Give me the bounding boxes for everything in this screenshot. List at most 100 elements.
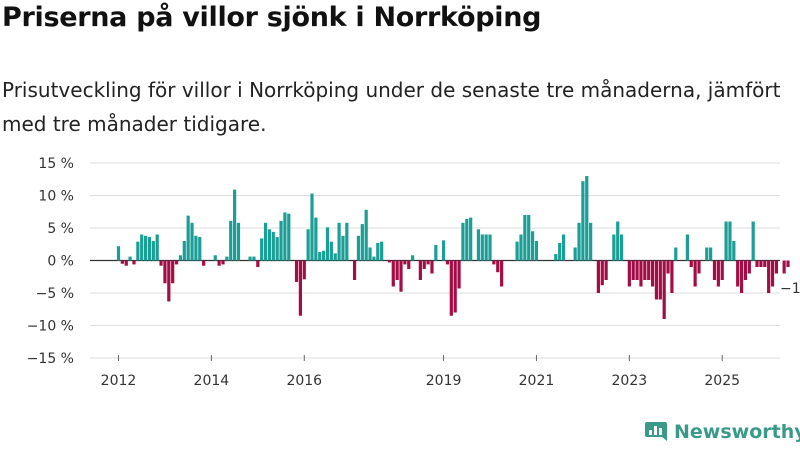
y-tick-label: 5 %	[47, 221, 74, 237]
bar	[171, 260, 175, 284]
annotations: −1 %	[780, 281, 800, 297]
bar	[554, 254, 558, 261]
y-tick-label: 10 %	[38, 189, 74, 205]
bar	[337, 222, 341, 261]
x-tick-label: 2012	[101, 373, 137, 389]
bar-chart-logo-icon	[645, 422, 667, 441]
bar	[124, 260, 128, 266]
bar	[662, 260, 666, 319]
y-tick-label: −5 %	[36, 286, 74, 302]
bar	[120, 260, 124, 264]
bar	[190, 222, 194, 261]
x-tick-label: 2025	[704, 373, 740, 389]
bar	[627, 260, 631, 287]
bar	[279, 220, 283, 261]
y-axis-ticks: 15 % 10 % 5 % 0 % −5 % −10 % −15 %	[27, 156, 74, 367]
bar	[666, 260, 670, 274]
x-tick-label: 2019	[426, 373, 462, 389]
bar	[697, 260, 701, 274]
bar	[314, 217, 318, 261]
bar	[233, 189, 237, 261]
bar	[461, 222, 465, 261]
bar	[182, 241, 186, 261]
bar	[724, 221, 728, 261]
bar	[422, 260, 426, 269]
bar	[341, 235, 345, 261]
bar	[689, 260, 693, 267]
bar	[387, 260, 391, 263]
chart-title: Priserna på villor sjönk i Norrköping	[2, 2, 542, 33]
y-tick-label: −15 %	[27, 351, 74, 367]
bar	[759, 260, 763, 267]
bar	[380, 241, 384, 261]
bar	[770, 260, 775, 287]
bar	[310, 193, 314, 261]
bar	[558, 242, 562, 261]
bar	[163, 260, 167, 284]
bar	[573, 247, 577, 261]
brand-name: Newsworthy	[674, 421, 800, 443]
bar	[136, 241, 140, 261]
bar	[132, 260, 136, 265]
bar	[352, 260, 357, 280]
bar	[585, 176, 589, 261]
bar	[306, 229, 310, 261]
bar	[174, 260, 179, 265]
bar	[670, 260, 674, 293]
bar	[229, 220, 233, 261]
bar	[147, 237, 152, 261]
bar	[604, 260, 608, 280]
bar	[705, 247, 709, 261]
bar	[325, 227, 330, 261]
bar	[782, 260, 786, 274]
bar	[391, 260, 395, 287]
bar	[213, 255, 217, 261]
bar	[221, 260, 225, 265]
bar	[198, 237, 202, 261]
bar	[441, 240, 446, 261]
bar	[372, 256, 376, 261]
bar	[786, 260, 790, 267]
last-value-annotation: −1 %	[780, 281, 800, 297]
bar	[287, 213, 291, 261]
bar	[561, 234, 566, 261]
bar	[263, 222, 268, 261]
bar	[298, 260, 302, 316]
y-tick-label: −10 %	[27, 319, 74, 335]
bar	[445, 260, 450, 265]
bar	[453, 260, 457, 313]
bar	[376, 242, 380, 261]
bar	[407, 260, 411, 269]
bar	[302, 260, 306, 280]
bars	[116, 176, 790, 319]
bar	[500, 260, 504, 287]
bar	[395, 260, 399, 280]
bar-chart: 15 %10 %5 %0 %−5 %−10 %−15 % 2012 2014 201…	[27, 156, 800, 389]
bar	[217, 260, 221, 266]
x-axis-ticks: 2012 2014 2016 2019 2021 2023 2025	[101, 355, 740, 389]
bar	[620, 234, 624, 261]
bar	[294, 260, 299, 282]
bar	[716, 260, 720, 287]
bar	[693, 260, 697, 287]
bar	[260, 238, 264, 261]
bar	[720, 260, 724, 280]
bar	[128, 256, 132, 261]
bar	[364, 209, 368, 261]
bar	[647, 260, 651, 280]
bar	[256, 260, 260, 267]
bar	[457, 260, 461, 289]
bar	[767, 260, 771, 293]
bar	[449, 260, 453, 316]
bar	[283, 212, 287, 261]
x-tick-label: 2016	[286, 373, 322, 389]
bar	[333, 253, 337, 261]
bar	[368, 247, 372, 261]
bar	[736, 260, 740, 287]
bar	[739, 260, 744, 293]
bar	[345, 222, 349, 261]
bar	[728, 221, 732, 261]
chart-subtitle: Prisutveckling för villor i Norrköping u…	[2, 78, 781, 136]
bar	[267, 229, 272, 261]
bar	[732, 241, 736, 261]
